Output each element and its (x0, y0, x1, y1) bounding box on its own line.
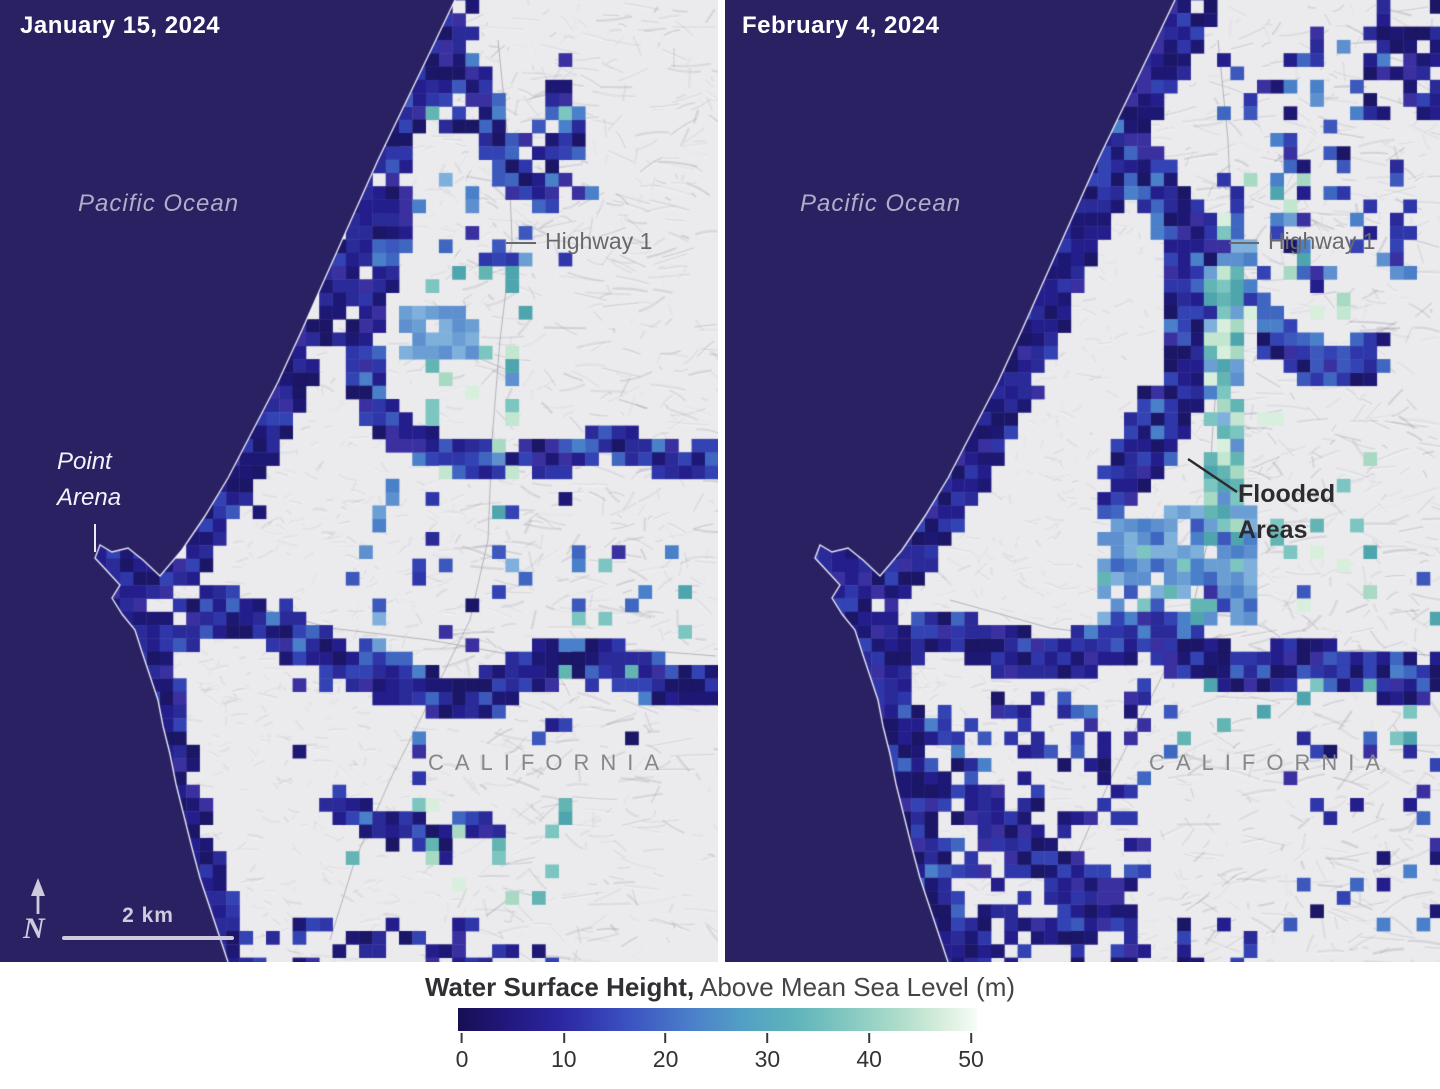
date-label-january: January 15, 2024 (20, 12, 221, 39)
north-arrow-icon: N (22, 878, 46, 945)
legend: Water Surface Height, Above Mean Sea Lev… (0, 962, 1440, 1089)
map-canvas-january (0, 0, 718, 962)
highway-1-label: Highway 1 (1268, 228, 1376, 254)
legend-title: Water Surface Height, Above Mean Sea Lev… (0, 972, 1440, 1003)
highway-1-label: Highway 1 (545, 228, 653, 254)
panel-divider (718, 0, 725, 962)
legend-tick-0: 0 (456, 1033, 468, 1073)
panel-january: January 15, 2024 Pacific Ocean Highway 1… (0, 0, 718, 962)
legend-title-rest: Above Mean Sea Level (m) (699, 972, 1016, 1002)
california-label: CALIFORNIA (428, 750, 671, 775)
pacific-ocean-label: Pacific Ocean (800, 190, 962, 217)
point-arena-label: Point Arena (57, 448, 122, 511)
scale-bar-label: 2 km (122, 904, 174, 927)
pacific-ocean-label: Pacific Ocean (78, 190, 240, 217)
date-label-february: February 4, 2024 (742, 12, 940, 39)
legend-title-bold: Water Surface Height, (424, 972, 695, 1002)
legend-tick-40: 40 (856, 1033, 882, 1073)
flooded-areas-label: Flooded Areas (1238, 480, 1336, 545)
legend-tick-50: 50 (958, 1033, 984, 1073)
legend-tick-20: 20 (653, 1033, 678, 1073)
scale-bar (62, 936, 234, 940)
highway-1-leader-line (1229, 242, 1259, 244)
map-canvas-february (725, 0, 1440, 962)
legend-tick-axis: 0 10 20 30 40 50 (456, 1033, 984, 1085)
flooded-areas-leader-line (1187, 457, 1238, 494)
legend-tick-30: 30 (755, 1033, 780, 1073)
california-label: CALIFORNIA (1149, 750, 1392, 775)
highway-1-leader-line (506, 242, 536, 244)
legend-gradient-bar (458, 1008, 977, 1031)
point-arena-leader-line (94, 524, 96, 552)
panel-february: February 4, 2024 Pacific Ocean Highway 1… (725, 0, 1440, 962)
north-letter: N (22, 912, 46, 945)
legend-tick-10: 10 (551, 1033, 577, 1073)
